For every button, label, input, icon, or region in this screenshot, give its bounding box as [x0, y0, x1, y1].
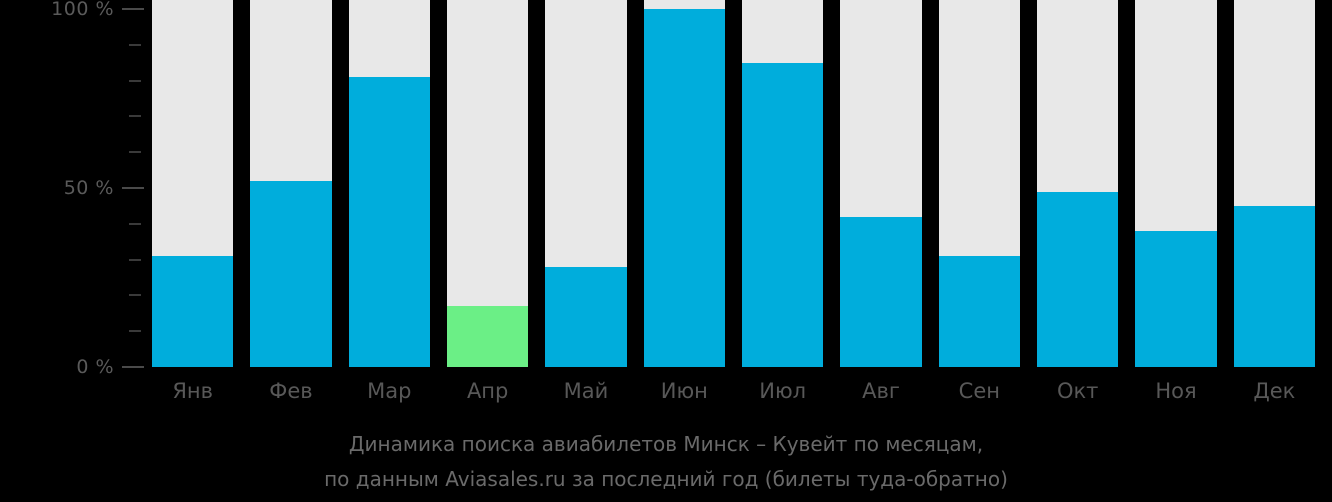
- bar-column[interactable]: [1037, 0, 1119, 367]
- bar-column[interactable]: [1233, 0, 1315, 367]
- bar-track: [447, 0, 529, 367]
- bar-fill[interactable]: [1233, 205, 1315, 367]
- bar-column[interactable]: [1135, 0, 1217, 367]
- x-axis-label: Дек: [1253, 379, 1296, 403]
- x-axis-label: Мар: [367, 379, 412, 403]
- bar-column[interactable]: [447, 0, 529, 367]
- x-axis-label: Сен: [958, 379, 1000, 403]
- bar-column[interactable]: [545, 0, 627, 367]
- x-axis-label: Апр: [466, 379, 509, 403]
- y-axis-tick-minor: [129, 294, 141, 297]
- x-axis-label: Окт: [1056, 379, 1099, 403]
- bar-column[interactable]: [348, 0, 430, 367]
- x-axis-label: Май: [563, 379, 609, 403]
- bar-fill[interactable]: [545, 266, 627, 367]
- y-axis-label: 0 %: [76, 356, 114, 378]
- bar-fill[interactable]: [152, 256, 234, 367]
- y-axis-tick-minor: [129, 222, 141, 225]
- bar-column[interactable]: [840, 0, 922, 367]
- bar-fill[interactable]: [1135, 230, 1217, 367]
- bar-column[interactable]: [643, 0, 725, 367]
- x-axis-label: Авг: [862, 379, 900, 403]
- bar-fill[interactable]: [742, 62, 824, 367]
- y-axis-tick-minor: [129, 151, 141, 154]
- y-axis-label: 50 %: [63, 177, 114, 199]
- bar-fill[interactable]: [840, 216, 922, 367]
- y-axis-tick-major: [122, 366, 144, 368]
- bar-fill[interactable]: [348, 77, 430, 367]
- bar-column[interactable]: [250, 0, 332, 367]
- x-axis-label: Фев: [269, 379, 313, 403]
- bar-fill[interactable]: [250, 180, 332, 367]
- x-axis: Янв Фев Мар Апр Май Июн Июл Авг Сен Окт Ноя Дек: [152, 367, 1332, 419]
- y-axis-tick-minor: [129, 115, 141, 118]
- x-axis-label: Июл: [759, 379, 807, 403]
- x-axis-label: Июн: [660, 379, 708, 403]
- bar-column[interactable]: [938, 0, 1020, 367]
- bar-column[interactable]: [152, 0, 234, 367]
- y-axis-tick-minor: [129, 258, 141, 261]
- caption-line-1: Динамика поиска авиабилетов Минск – Куве…: [348, 432, 984, 456]
- y-axis-tick-minor: [129, 79, 141, 82]
- x-axis-label: Ноя: [1155, 379, 1197, 403]
- x-axis-label: Янв: [172, 379, 214, 403]
- bar-column[interactable]: [742, 0, 824, 367]
- y-axis-tick-major: [122, 8, 144, 10]
- y-axis-label: 100 %: [51, 0, 114, 20]
- y-axis-tick-minor: [129, 43, 141, 46]
- y-axis-tick-minor: [129, 330, 141, 333]
- bar-fill[interactable]: [938, 256, 1020, 367]
- chart-caption: Динамика поиска авиабилетов Минск – Куве…: [0, 427, 1332, 497]
- caption-line-2: по данным Aviasales.ru за последний год …: [324, 467, 1008, 491]
- bar-fill[interactable]: [1037, 191, 1119, 367]
- bar-fill[interactable]: [447, 306, 529, 367]
- bar-fill[interactable]: [643, 9, 725, 367]
- y-axis: 0 % 50 % 100 %: [0, 0, 152, 502]
- y-axis-tick-major: [122, 187, 144, 189]
- plot-area: [152, 0, 1332, 367]
